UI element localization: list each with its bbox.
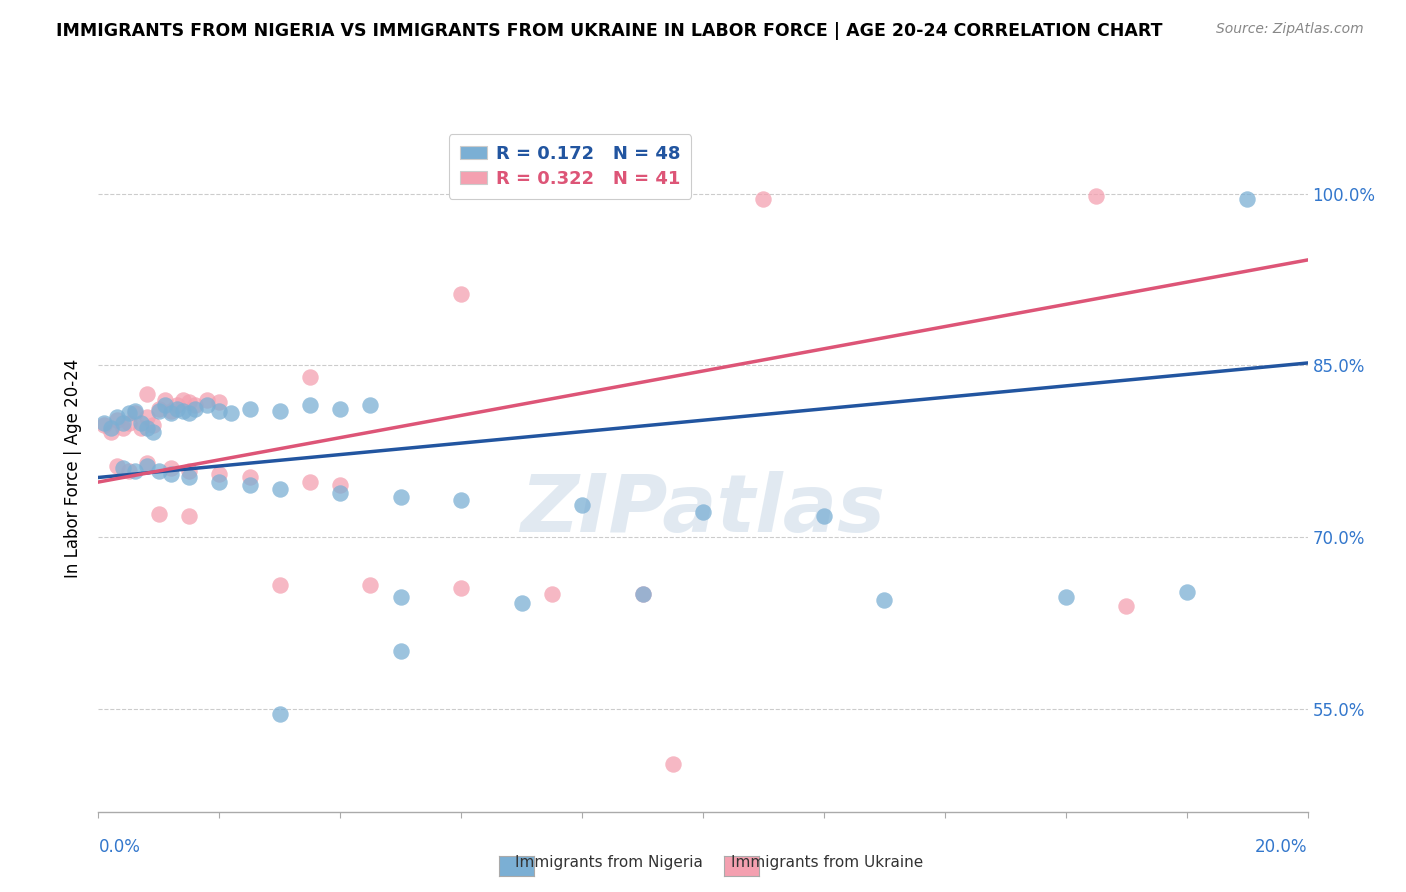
- Point: [1175, 585, 1198, 599]
- Point: [329, 478, 352, 492]
- Point: [662, 756, 685, 771]
- Point: [105, 458, 128, 473]
- Point: [135, 456, 157, 470]
- Point: [450, 287, 472, 301]
- Point: [179, 406, 201, 420]
- Point: [129, 416, 152, 430]
- Point: [1236, 192, 1258, 206]
- Point: [1085, 189, 1108, 203]
- Point: [571, 498, 593, 512]
- Point: [172, 404, 194, 418]
- Y-axis label: In Labor Force | Age 20-24: In Labor Force | Age 20-24: [65, 359, 83, 578]
- Point: [142, 425, 165, 439]
- Point: [142, 417, 165, 432]
- Point: [148, 401, 170, 416]
- Point: [269, 707, 291, 722]
- Point: [389, 644, 412, 658]
- Point: [239, 401, 262, 416]
- Point: [124, 464, 146, 478]
- Point: [450, 493, 472, 508]
- Point: [129, 421, 152, 435]
- Point: [389, 590, 412, 604]
- Point: [118, 416, 141, 430]
- Point: [93, 417, 115, 432]
- Point: [450, 582, 472, 596]
- Point: [135, 387, 157, 401]
- Text: ZIPatlas: ZIPatlas: [520, 470, 886, 549]
- Point: [692, 505, 714, 519]
- Point: [111, 461, 134, 475]
- Point: [299, 398, 322, 412]
- Point: [184, 401, 207, 416]
- Point: [124, 404, 146, 418]
- Point: [239, 470, 262, 484]
- Point: [195, 398, 218, 412]
- Point: [93, 416, 115, 430]
- Point: [510, 596, 533, 610]
- Point: [813, 509, 835, 524]
- Point: [179, 470, 201, 484]
- Point: [179, 395, 201, 409]
- Point: [269, 578, 291, 592]
- Point: [148, 464, 170, 478]
- Point: [239, 478, 262, 492]
- Point: [208, 467, 231, 481]
- Point: [148, 507, 170, 521]
- Point: [118, 406, 141, 420]
- Point: [1115, 599, 1137, 613]
- Point: [135, 409, 157, 424]
- Point: [166, 401, 188, 416]
- Point: [100, 421, 122, 435]
- Point: [208, 395, 231, 409]
- Point: [160, 461, 183, 475]
- Point: [631, 587, 654, 601]
- Point: [160, 404, 183, 418]
- Point: [329, 486, 352, 500]
- Text: 20.0%: 20.0%: [1256, 838, 1308, 856]
- Point: [269, 404, 291, 418]
- Point: [360, 398, 382, 412]
- Point: [360, 578, 382, 592]
- Point: [184, 398, 207, 412]
- Text: 0.0%: 0.0%: [98, 838, 141, 856]
- Text: Immigrants from Nigeria: Immigrants from Nigeria: [515, 855, 703, 870]
- Point: [221, 406, 243, 420]
- Point: [179, 464, 201, 478]
- Point: [195, 392, 218, 407]
- Point: [111, 421, 134, 435]
- Point: [100, 425, 122, 439]
- Text: Source: ZipAtlas.com: Source: ZipAtlas.com: [1216, 22, 1364, 37]
- Legend: R = 0.172   N = 48, R = 0.322   N = 41: R = 0.172 N = 48, R = 0.322 N = 41: [449, 134, 692, 199]
- Point: [873, 593, 896, 607]
- Point: [269, 482, 291, 496]
- Text: Immigrants from Ukraine: Immigrants from Ukraine: [731, 855, 924, 870]
- Point: [208, 475, 231, 489]
- Point: [111, 416, 134, 430]
- Point: [166, 398, 188, 412]
- Point: [105, 409, 128, 424]
- Point: [172, 392, 194, 407]
- Point: [105, 413, 128, 427]
- Point: [153, 398, 176, 412]
- Point: [329, 401, 352, 416]
- Point: [179, 509, 201, 524]
- Point: [1054, 590, 1077, 604]
- Point: [153, 392, 176, 407]
- Point: [118, 464, 141, 478]
- Point: [752, 192, 775, 206]
- Point: [135, 421, 157, 435]
- Point: [124, 406, 146, 420]
- Point: [299, 369, 322, 384]
- Point: [631, 587, 654, 601]
- Point: [160, 467, 183, 481]
- Point: [148, 404, 170, 418]
- Point: [135, 458, 157, 473]
- Point: [299, 475, 322, 489]
- Point: [160, 406, 183, 420]
- Point: [389, 490, 412, 504]
- Point: [208, 404, 231, 418]
- Text: IMMIGRANTS FROM NIGERIA VS IMMIGRANTS FROM UKRAINE IN LABOR FORCE | AGE 20-24 CO: IMMIGRANTS FROM NIGERIA VS IMMIGRANTS FR…: [56, 22, 1163, 40]
- Point: [540, 587, 562, 601]
